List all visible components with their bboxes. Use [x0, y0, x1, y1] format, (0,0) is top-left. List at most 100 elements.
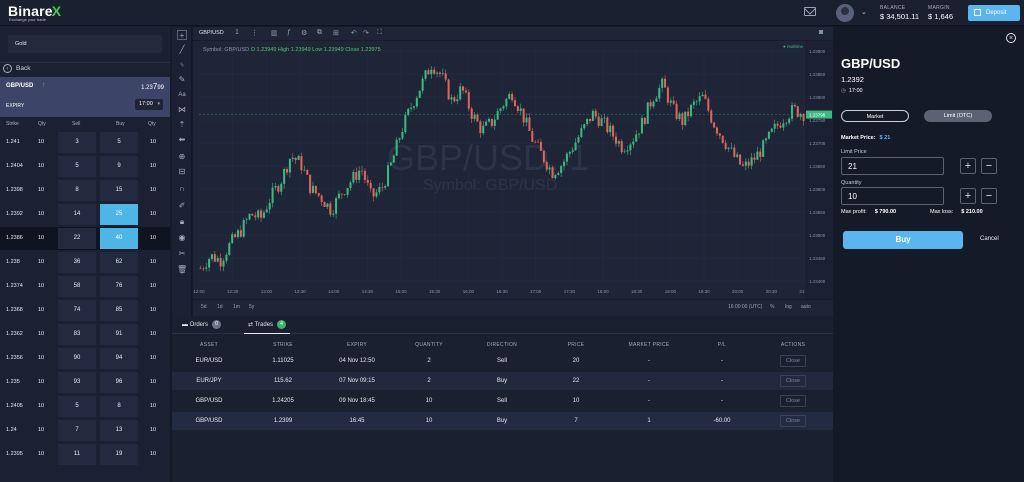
range-1m[interactable]: 1m — [233, 304, 240, 310]
buy-price-button[interactable]: 94 — [100, 348, 138, 369]
candle-body[interactable] — [531, 130, 534, 142]
candle-body[interactable] — [698, 96, 701, 102]
chart-symbol[interactable]: GBP/USD — [199, 30, 224, 36]
sell-price-button[interactable]: 74 — [58, 300, 96, 321]
candle-body[interactable] — [583, 124, 586, 129]
avatar[interactable] — [836, 4, 854, 22]
candle-body[interactable] — [210, 254, 213, 259]
candle-body[interactable] — [323, 202, 326, 208]
prediction-icon[interactable]: ⇡ — [178, 120, 186, 129]
candle-body[interactable] — [770, 128, 773, 132]
candle-body[interactable] — [306, 169, 309, 175]
candle-body[interactable] — [309, 174, 312, 193]
candle-body[interactable] — [418, 90, 421, 98]
tab-trades[interactable]: ⇄ Trades 4 — [243, 320, 291, 334]
candle-body[interactable] — [412, 106, 415, 108]
position-row[interactable]: EUR/JPY 115.62 07 Nov 09:15 2 Buy 22 - - Close — [172, 372, 833, 390]
candle-body[interactable] — [352, 171, 355, 183]
candle-body[interactable] — [537, 141, 540, 143]
candle-body[interactable] — [736, 154, 739, 157]
candle-body[interactable] — [684, 111, 687, 126]
text-icon[interactable]: Aa — [178, 92, 186, 98]
candle-body[interactable] — [476, 114, 479, 122]
candle-body[interactable] — [513, 100, 516, 107]
market-button[interactable]: Market — [841, 110, 909, 122]
candle-body[interactable] — [776, 123, 779, 126]
sell-price-button[interactable]: 93 — [58, 372, 96, 393]
candle-body[interactable] — [366, 179, 369, 183]
strike-row[interactable]: 1.2362 10 83 91 10 — [0, 323, 170, 346]
candle-body[interactable] — [765, 138, 768, 141]
candle-body[interactable] — [213, 254, 216, 262]
candle-body[interactable] — [488, 118, 491, 122]
quantity-plus-button[interactable]: + — [960, 188, 976, 204]
candle-body[interactable] — [389, 162, 392, 166]
strike-row[interactable]: 1.2368 10 74 85 10 — [0, 299, 170, 322]
candle-body[interactable] — [756, 151, 759, 160]
candle-body[interactable] — [216, 258, 219, 262]
strike-row[interactable]: 1.235 10 93 96 10 — [0, 371, 170, 394]
candle-body[interactable] — [493, 119, 496, 126]
candle-body[interactable] — [499, 108, 502, 111]
candle-body[interactable] — [441, 73, 444, 75]
candle-body[interactable] — [401, 131, 404, 139]
candle-body[interactable] — [228, 243, 231, 255]
candle-body[interactable] — [297, 156, 300, 160]
buy-price-button[interactable]: 76 — [100, 276, 138, 297]
candle-body[interactable] — [502, 106, 505, 109]
candle-body[interactable] — [597, 116, 600, 126]
candle-body[interactable] — [268, 203, 271, 210]
candle-body[interactable] — [724, 142, 727, 149]
trash-icon[interactable]: 🗑︎ — [177, 265, 188, 274]
candle-body[interactable] — [326, 203, 329, 208]
candle-body[interactable] — [718, 133, 721, 136]
candle-body[interactable] — [369, 182, 372, 189]
back-button[interactable]: ‹ Back — [0, 62, 170, 76]
more-icon[interactable]: ⋮ — [251, 30, 258, 37]
candle-body[interactable] — [407, 108, 410, 115]
strike-row[interactable]: 1.2404 10 5 9 10 — [0, 155, 170, 178]
candle-body[interactable] — [704, 94, 707, 99]
sell-price-button[interactable]: 83 — [58, 324, 96, 345]
mail-icon[interactable] — [804, 7, 816, 16]
candle-body[interactable] — [239, 230, 242, 237]
candle-body[interactable] — [675, 103, 678, 119]
candle-body[interactable] — [525, 117, 528, 123]
candle-body[interactable] — [658, 87, 661, 99]
percent-toggle[interactable]: % — [770, 304, 775, 310]
candle-body[interactable] — [473, 114, 476, 119]
candle-body[interactable] — [225, 254, 228, 261]
candle-body[interactable] — [574, 142, 577, 151]
candle-body[interactable] — [288, 158, 291, 173]
strike-row[interactable]: 1.2386 10 22 40 10 — [0, 227, 170, 250]
candle-body[interactable] — [392, 155, 395, 163]
candle-body[interactable] — [773, 123, 776, 129]
candle-body[interactable] — [551, 167, 554, 179]
candle-body[interactable] — [721, 135, 724, 143]
strike-row[interactable]: 1.2392 10 14 25 10 — [0, 203, 170, 226]
candle-body[interactable] — [291, 157, 294, 159]
buy-price-button[interactable]: 62 — [100, 252, 138, 273]
buy-price-button[interactable]: 9 — [100, 156, 138, 177]
price-chart[interactable]: GBP/USD 1 ⋮ ▥ ƒ ⚙ ⧉ ⊞ ↶ ↷ ⛶ ◙ GBP/USD, 1… — [193, 27, 833, 320]
buy-button[interactable]: Buy — [843, 231, 963, 249]
candle-body[interactable] — [586, 118, 589, 125]
candle-body[interactable] — [265, 209, 268, 213]
candle-body[interactable] — [242, 220, 245, 237]
candle-body[interactable] — [666, 87, 669, 103]
candle-body[interactable] — [577, 137, 580, 143]
limit-plus-button[interactable]: + — [960, 158, 976, 174]
candle-body[interactable] — [802, 114, 805, 121]
close-position-button[interactable]: Close — [780, 415, 806, 427]
sell-price-button[interactable]: 58 — [58, 276, 96, 297]
candle-body[interactable] — [516, 106, 519, 111]
candle-body[interactable] — [568, 151, 571, 154]
candle-body[interactable] — [710, 110, 713, 123]
candle-body[interactable] — [548, 167, 551, 170]
candle-body[interactable] — [346, 188, 349, 195]
candle-body[interactable] — [692, 101, 695, 105]
position-row[interactable]: EUR/USD 1.11025 04 Nov 12:50 2 Sell 20 - - Close — [172, 352, 833, 370]
candle-body[interactable] — [519, 108, 522, 111]
candle-body[interactable] — [589, 118, 592, 121]
buy-price-button[interactable]: 19 — [100, 444, 138, 465]
